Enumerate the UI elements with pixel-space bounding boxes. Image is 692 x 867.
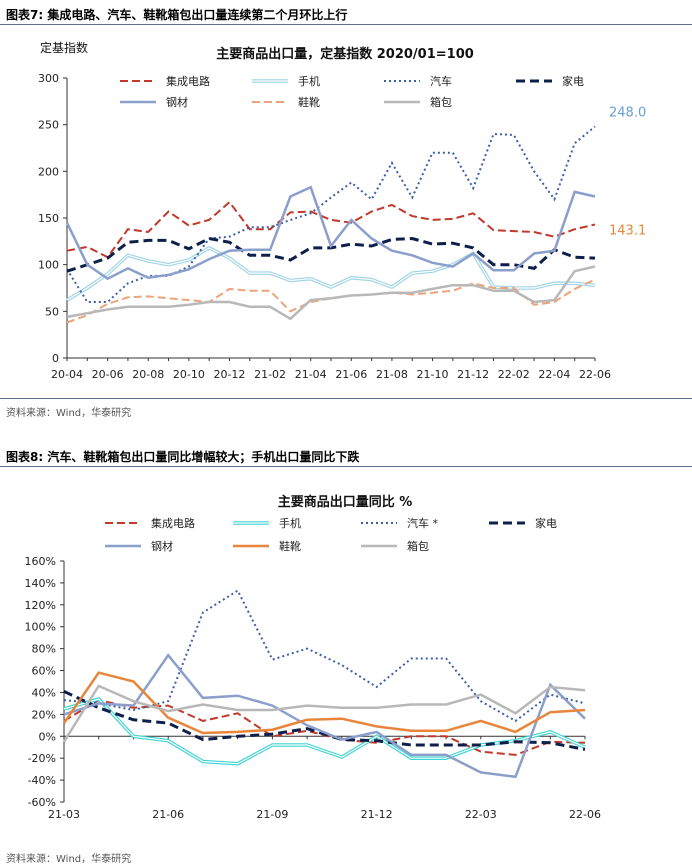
chart1-series-line-5 <box>66 278 596 324</box>
chart2-y-tick-label-0: -60% <box>28 796 56 809</box>
chart1-y-tick-label-1: 50 <box>45 305 59 318</box>
chart1-legend-label-3: 家电 <box>562 74 584 88</box>
chart2-x-tick-label-3: 21-12 <box>361 808 393 821</box>
chart2-legend-label-3: 家电 <box>535 516 557 530</box>
figure1-heading: 图表7: 集成电路、汽车、鞋靴箱包出口量连续第二个月环比上行 <box>6 8 348 22</box>
chart1-x-tick-label-9: 21-10 <box>417 368 449 381</box>
chart1-y-tick-label-3: 150 <box>38 212 59 225</box>
chart1-x-tick-label-5: 21-02 <box>254 368 286 381</box>
chart1-x-tick-label-11: 22-02 <box>498 368 530 381</box>
chart2-y-tick-label-9: 120% <box>25 599 56 612</box>
chart1-x-tick-label-2: 20-08 <box>132 368 164 381</box>
chart1-x-tick-label-10: 21-12 <box>457 368 489 381</box>
chart2-series-line-2 <box>63 589 586 723</box>
chart2-legend-label-2: 汽车 * <box>407 516 438 530</box>
chart2-x-tick-label-5: 22-06 <box>569 808 601 821</box>
chart1-series-line-4 <box>65 185 596 281</box>
chart2-y-tick-label-10: 140% <box>25 577 56 590</box>
chart2-legend-label-5: 鞋靴 <box>279 539 301 553</box>
chart1-x-tick-label-12: 22-04 <box>538 368 570 381</box>
chart2-x-tick-label-1: 21-06 <box>152 808 184 821</box>
chart1-series-line-0 <box>66 200 596 259</box>
chart1-series-line-6 <box>66 265 596 321</box>
chart2-y-tick-label-2: -20% <box>28 752 56 765</box>
chart2-legend-label-0: 集成电路 <box>151 516 195 530</box>
chart2-y-tick-label-11: 160% <box>25 555 56 568</box>
chart2-title: 主要商品出口量同比 % <box>278 494 413 510</box>
chart2-series-line-1-inner <box>63 698 586 765</box>
chart2-y-tick-label-6: 60% <box>32 665 56 678</box>
chart2-y-tick-label-7: 80% <box>32 643 56 656</box>
chart1-legend-label-5: 鞋靴 <box>298 95 320 109</box>
chart2-series-line-5 <box>62 671 586 735</box>
figure2-heading: 图表8: 汽车、鞋靴箱包出口量同比增幅较大；手机出口量同比下跌 <box>6 450 360 464</box>
chart1-x-tick-label-6: 21-04 <box>295 368 327 381</box>
chart1-legend-label-2: 汽车 <box>430 74 452 88</box>
chart1-y-tick-label-0: 0 <box>52 352 59 365</box>
chart1-x-tick-label-7: 21-06 <box>335 368 367 381</box>
chart1-svg: 主要商品出口量，定基指数 2020/01=100 定基指数 0 50 100 150 200… <box>38 40 646 381</box>
chart1-legend-label-1: 手机 <box>298 74 320 88</box>
figure1-source: 资料来源：Wind，华泰研究 <box>6 408 132 419</box>
chart2-y-tick-label-5: 40% <box>32 686 56 699</box>
chart2-x-tick-label-0: 21-03 <box>48 808 80 821</box>
chart2-y-tick-label-8: 100% <box>25 621 56 634</box>
chart1-y-tick-label-2: 100 <box>38 259 59 272</box>
chart2-x-tick-label-4: 22-03 <box>465 808 497 821</box>
chart1-y-tick-label-6: 300 <box>38 72 59 85</box>
chart1-x-tick-label-0: 20-04 <box>51 368 83 381</box>
chart1-y-tick-label-5: 250 <box>38 119 59 132</box>
chart2-y-tick-label-1: -40% <box>28 774 56 787</box>
chart1-annotation-0: 248.0 <box>609 106 646 121</box>
chart2-legend-label-1: 手机 <box>279 516 301 530</box>
chart1-legend-label-6: 箱包 <box>430 95 452 109</box>
chart2-legend-label-4: 钢材 <box>151 539 173 553</box>
chart2-svg: 主要商品出口量同比 % -60% -40% -20% 0% 20% 40% 60% 80% 100… <box>25 494 601 821</box>
chart2-legend-label-6: 箱包 <box>407 539 429 553</box>
chart2-y-tick-label-4: 20% <box>32 708 56 721</box>
chart1-legend-label-0: 集成电路 <box>166 74 210 88</box>
chart2-series-line-3 <box>63 690 586 751</box>
chart1-x-tick-label-13: 22-06 <box>579 368 611 381</box>
chart2-y-tick-label-3: 0% <box>39 730 56 743</box>
chart1-legend-label-4: 钢材 <box>166 95 188 109</box>
figure2-source: 资料来源：Wind，华泰研究 <box>6 854 132 865</box>
chart1-x-tick-label-4: 20-12 <box>213 368 245 381</box>
chart1-ylabel: 定基指数 <box>40 40 88 55</box>
chart2-series-line-6 <box>62 684 586 743</box>
chart1-x-tick-label-1: 20-06 <box>92 368 124 381</box>
chart1-annotation-1: 143.1 <box>609 224 646 239</box>
figure1-top-rule <box>0 24 692 25</box>
chart1-x-tick-label-3: 20-10 <box>173 368 205 381</box>
chart2-x-tick-label-2: 21-09 <box>256 808 288 821</box>
chart1-x-tick-label-8: 21-08 <box>376 368 408 381</box>
figure1-bottom-rule <box>0 398 692 399</box>
chart2-series-line-4 <box>63 653 586 779</box>
figure2-top-rule <box>0 466 692 467</box>
chart1-title: 主要商品出口量，定基指数 2020/01=100 <box>216 46 474 62</box>
chart1-y-tick-label-4: 200 <box>38 165 59 178</box>
